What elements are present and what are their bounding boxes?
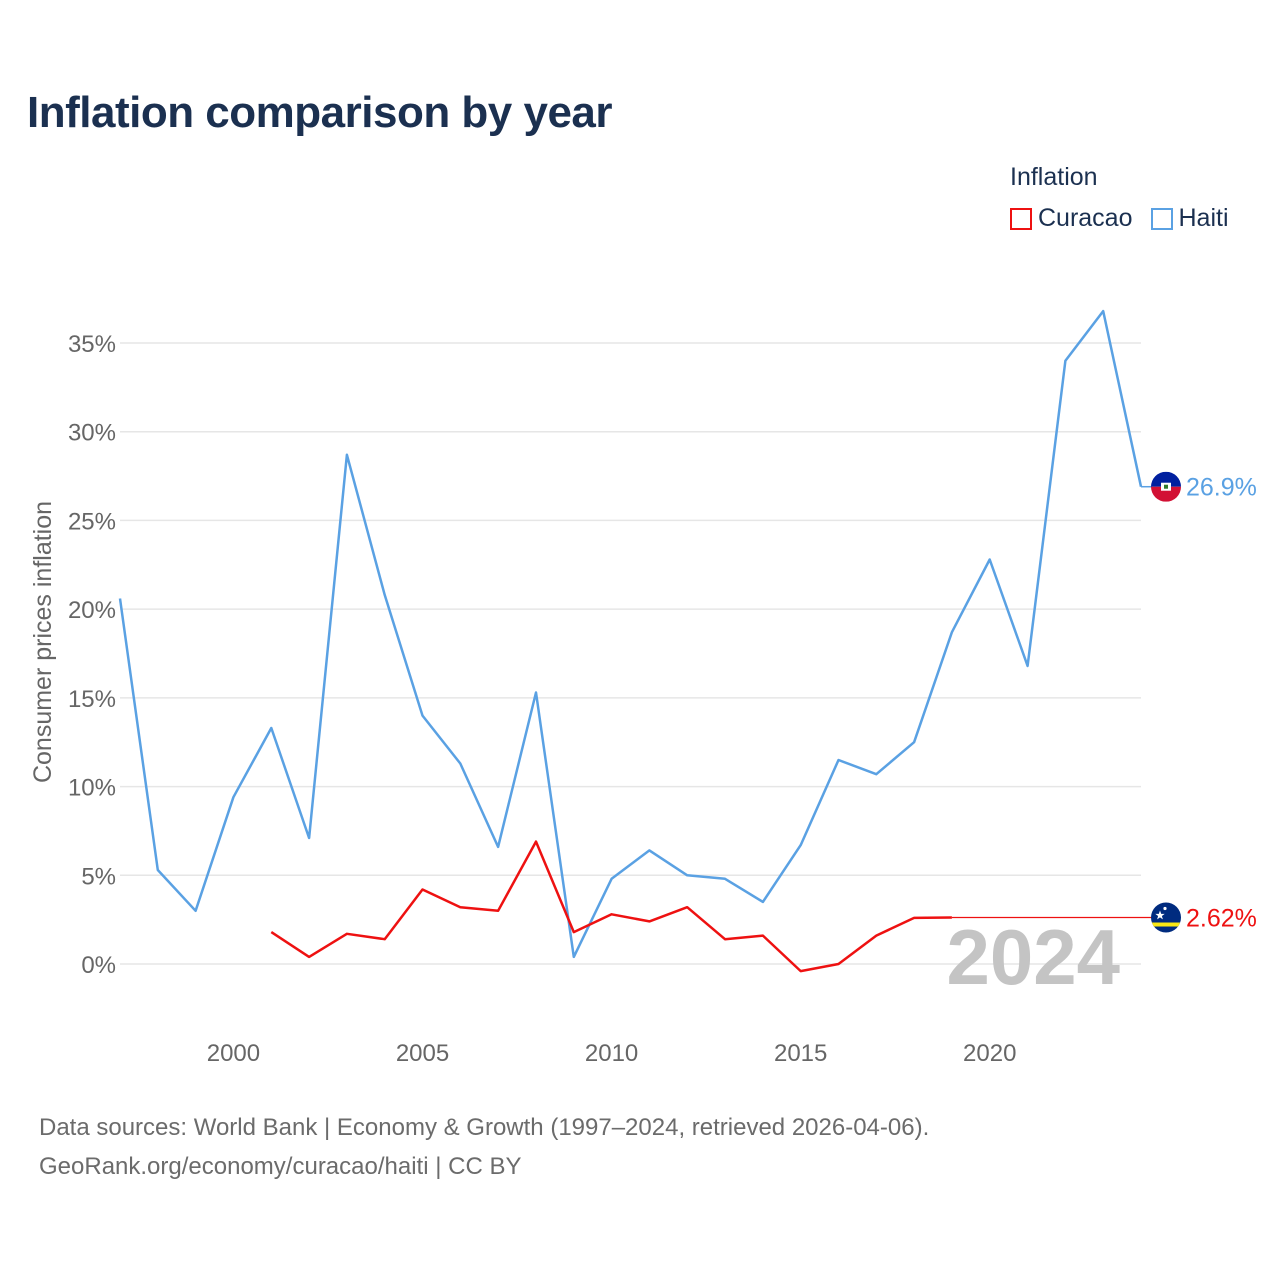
source-note: Data sources: World Bank | Economy & Gro… xyxy=(39,1108,929,1186)
x-tick-label: 2010 xyxy=(585,1040,638,1067)
series-line-curacao xyxy=(270,840,952,973)
chart-title: Inflation comparison by year xyxy=(27,88,613,137)
end-label-haiti: 26.9% xyxy=(1186,474,1257,502)
x-tick-label: 2020 xyxy=(963,1040,1016,1067)
curacao-flag-icon xyxy=(1151,902,1181,933)
x-tick-label: 2015 xyxy=(774,1040,827,1067)
y-tick-label: 5% xyxy=(81,863,116,890)
end-label-curacao: 2.62% xyxy=(1186,905,1257,933)
y-tick-label: 25% xyxy=(68,508,116,535)
y-tick-label: 20% xyxy=(68,597,116,624)
series-line-haiti xyxy=(118,309,1143,959)
legend-label-curacao: Curacao xyxy=(1038,204,1133,232)
x-tick-label: 2000 xyxy=(207,1040,260,1067)
legend-item-haiti[interactable]: Haiti xyxy=(1150,204,1229,233)
y-tick-label: 0% xyxy=(81,952,116,979)
x-tick-label: 2005 xyxy=(396,1040,449,1067)
year-watermark: 2024 xyxy=(946,913,1120,1001)
legend: Curacao Haiti xyxy=(1010,204,1229,233)
source-line-2: GeoRank.org/economy/curacao/haiti | CC B… xyxy=(39,1153,522,1180)
y-tick-label: 30% xyxy=(68,420,116,447)
source-line-1: Data sources: World Bank | Economy & Gro… xyxy=(39,1114,930,1141)
legend-swatch-curacao xyxy=(1010,207,1032,230)
y-axis-label: Consumer prices inflation xyxy=(29,501,57,783)
legend-swatch-haiti xyxy=(1150,207,1173,230)
haiti-flag-icon xyxy=(1151,471,1181,502)
legend-title: Inflation xyxy=(1010,163,1098,191)
legend-label-haiti: Haiti xyxy=(1178,204,1229,232)
y-tick-label: 15% xyxy=(68,686,116,713)
legend-item-curacao[interactable]: Curacao xyxy=(1010,204,1133,233)
y-tick-label: 10% xyxy=(68,775,116,802)
y-tick-label: 35% xyxy=(68,331,116,358)
